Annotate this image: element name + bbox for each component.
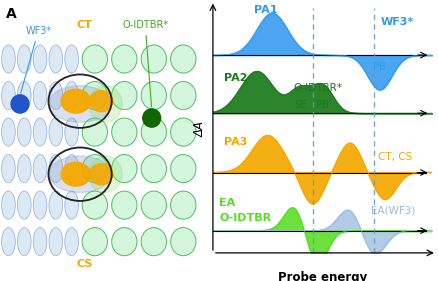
Ellipse shape [33,45,47,73]
Ellipse shape [49,155,63,183]
Text: WF3*: WF3* [380,17,413,28]
Ellipse shape [82,118,107,146]
Ellipse shape [48,86,111,122]
Ellipse shape [18,118,31,146]
Ellipse shape [33,191,47,219]
Ellipse shape [170,118,195,146]
Ellipse shape [2,118,15,146]
Ellipse shape [141,45,166,73]
Ellipse shape [49,191,63,219]
Text: EA: EA [219,198,235,208]
Ellipse shape [141,118,166,146]
Ellipse shape [48,156,111,192]
Ellipse shape [170,45,195,73]
Text: SE: SE [294,100,306,110]
Ellipse shape [65,81,78,110]
Ellipse shape [61,89,90,113]
Ellipse shape [111,45,137,73]
Ellipse shape [2,45,15,73]
Ellipse shape [111,155,137,183]
Ellipse shape [170,155,195,183]
Ellipse shape [141,155,166,183]
Ellipse shape [141,191,166,219]
Ellipse shape [111,81,137,110]
Text: EA(WF3): EA(WF3) [370,205,414,215]
Ellipse shape [170,228,195,256]
Ellipse shape [61,162,90,186]
Ellipse shape [82,228,107,256]
Text: Probe energy: Probe energy [277,271,367,281]
Text: PA1: PA1 [253,5,277,15]
Ellipse shape [33,81,47,110]
Ellipse shape [18,228,31,256]
Text: ΔA: ΔA [193,121,206,137]
Ellipse shape [2,228,15,256]
Ellipse shape [65,228,78,256]
Text: PA2: PA2 [223,73,247,83]
Ellipse shape [2,155,15,183]
Ellipse shape [65,155,78,183]
Ellipse shape [49,118,63,146]
Ellipse shape [18,45,31,73]
Ellipse shape [18,155,31,183]
Text: O-IDTBR: O-IDTBR [219,213,271,223]
Ellipse shape [170,81,195,110]
Ellipse shape [111,228,137,256]
Ellipse shape [82,81,107,110]
Ellipse shape [89,90,113,112]
Ellipse shape [33,228,47,256]
Text: O-IDTBR*: O-IDTBR* [122,20,168,107]
Text: PA3: PA3 [223,137,247,147]
Ellipse shape [49,45,63,73]
Ellipse shape [141,228,166,256]
Ellipse shape [65,45,78,73]
Text: A: A [6,7,17,21]
Text: WF3*: WF3* [21,26,51,93]
Ellipse shape [33,118,47,146]
Ellipse shape [88,86,122,122]
Text: B: B [204,0,214,1]
Ellipse shape [18,191,31,219]
Ellipse shape [33,155,47,183]
Ellipse shape [65,118,78,146]
Ellipse shape [82,191,107,219]
Ellipse shape [111,118,137,146]
Text: CS: CS [76,259,92,269]
Ellipse shape [170,191,195,219]
Text: PB: PB [315,100,328,110]
Ellipse shape [82,45,107,73]
Ellipse shape [111,191,137,219]
Ellipse shape [49,81,63,110]
Text: O-IDTBR*: O-IDTBR* [293,83,342,93]
Ellipse shape [2,81,15,110]
Ellipse shape [65,191,78,219]
Ellipse shape [89,164,113,185]
Ellipse shape [141,81,166,110]
Ellipse shape [11,95,29,113]
Ellipse shape [2,191,15,219]
Text: CT, CS: CT, CS [377,152,411,162]
Ellipse shape [88,156,122,192]
Ellipse shape [142,109,160,127]
Ellipse shape [82,155,107,183]
Text: PB: PB [372,62,385,72]
Ellipse shape [18,81,31,110]
Ellipse shape [49,228,63,256]
Text: CT: CT [76,20,92,30]
